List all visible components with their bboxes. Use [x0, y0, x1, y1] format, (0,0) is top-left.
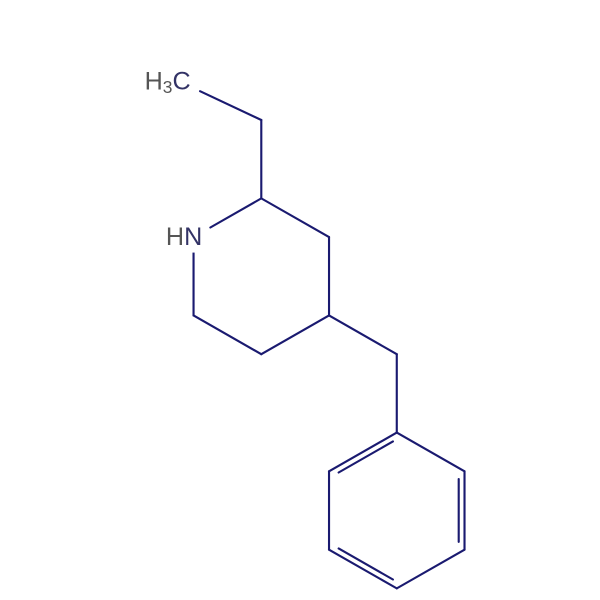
- svg-text:HN: HN: [166, 223, 202, 251]
- diagram-background: [10, 0, 591, 600]
- molecule-diagram: HNH3C: [0, 0, 600, 600]
